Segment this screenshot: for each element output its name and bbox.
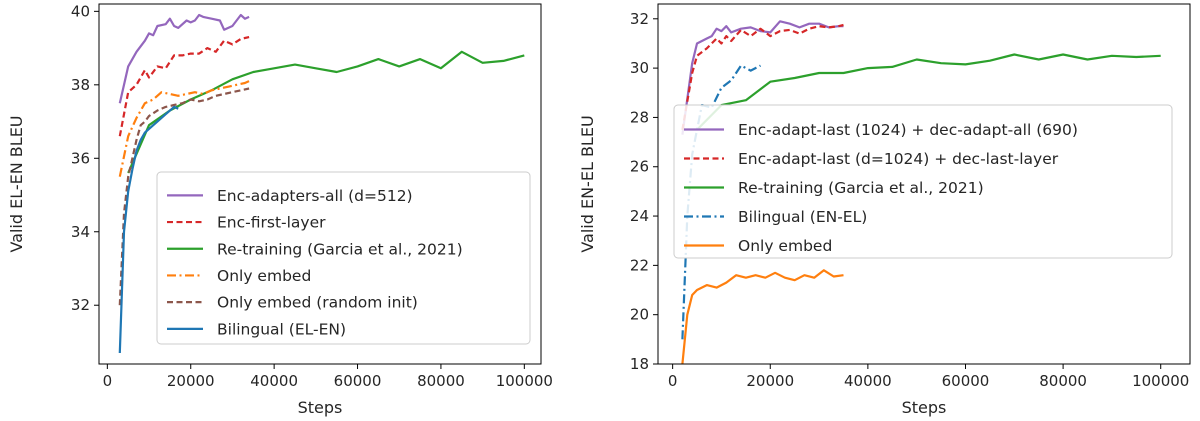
series-line-5	[681, 269, 844, 364]
x-tick-label: 80000	[417, 372, 465, 390]
axes-frame	[98, 3, 542, 365]
legend-entry-2: Enc-first-layer	[217, 214, 326, 232]
chart-panel-2: 0 20000 40000 60000 80000 100000 18 20 22 24 26 28 3…	[578, 3, 1191, 417]
series-line-2	[681, 23, 844, 130]
x-tick-label: 40000	[250, 372, 298, 390]
legend-entry-4: Bilingual (EN-EL)	[738, 208, 867, 226]
legend-entry-2: Enc-adapt-last (d=1024) + dec-last-layer	[738, 150, 1059, 168]
legend-entry-3: Re-training (Garcia et al., 2021)	[217, 240, 463, 258]
y-tick-label: 38	[71, 76, 90, 94]
x-tick-label: 80000	[1039, 372, 1087, 390]
series-line-4	[118, 80, 250, 177]
x-tick-label: 0	[668, 372, 678, 390]
chart-panel-1: 0 20000 40000 60000 80000 100000 32 34 36 38 40 Ste…	[7, 2, 553, 417]
legend-box	[673, 104, 1173, 259]
legend: Enc-adapt-last (1024) + dec-adapt-all (6…	[673, 104, 1173, 259]
x-tick-label: 100000	[496, 372, 553, 390]
y-tick-label: 32	[71, 296, 90, 314]
x-tick-label: 20000	[167, 372, 215, 390]
y-tick-label: 26	[630, 158, 649, 176]
legend-entry-4: Only embed	[217, 267, 311, 285]
legend: Enc-adapters-all (d=512) Enc-first-layer R…	[156, 171, 531, 345]
x-axis-label: Steps	[902, 398, 947, 417]
y-tick-label: 20	[630, 306, 649, 324]
legend-entry-1: Enc-adapt-last (1024) + dec-adapt-all (6…	[738, 121, 1078, 139]
legend-entry-3: Re-training (Garcia et al., 2021)	[738, 179, 984, 197]
y-tick-label: 40	[71, 2, 90, 20]
y-axis-label: Valid EL-EN BLEU	[7, 115, 26, 252]
legend-entry-1: Enc-adapters-all (d=512)	[217, 187, 413, 205]
series-line-3	[696, 53, 1161, 131]
x-tick-label: 60000	[942, 372, 990, 390]
y-tick-label: 36	[71, 149, 90, 167]
series-line-2	[118, 36, 250, 137]
legend-box	[156, 171, 531, 345]
x-tick-label: 100000	[1132, 372, 1189, 390]
legend-entry-5: Only embed (random init)	[217, 294, 418, 312]
series-line-6	[118, 105, 179, 354]
x-tick-label: 20000	[746, 372, 794, 390]
y-tick-label: 32	[630, 10, 649, 28]
legend-entry-6: Bilingual (EL-EN)	[217, 320, 346, 338]
x-tick-label: 0	[103, 372, 113, 390]
series-lines	[118, 13, 525, 354]
series-line-3	[127, 50, 525, 174]
y-tick-label: 22	[630, 256, 649, 274]
x-tick-label: 60000	[334, 372, 382, 390]
series-line-1	[681, 20, 844, 135]
legend-entry-5: Only embed	[738, 237, 832, 255]
x-axis-label: Steps	[298, 398, 343, 417]
axes-frame	[657, 3, 1191, 365]
series-line-1	[118, 13, 250, 104]
x-tick-label: 40000	[844, 372, 892, 390]
y-tick-label: 30	[630, 59, 649, 77]
y-tick-label: 18	[630, 355, 649, 373]
y-tick-label: 34	[71, 223, 90, 241]
y-axis-label: Valid EN-EL BLEU	[578, 115, 597, 252]
y-tick-label: 28	[630, 108, 649, 126]
y-tick-label: 24	[630, 207, 649, 225]
